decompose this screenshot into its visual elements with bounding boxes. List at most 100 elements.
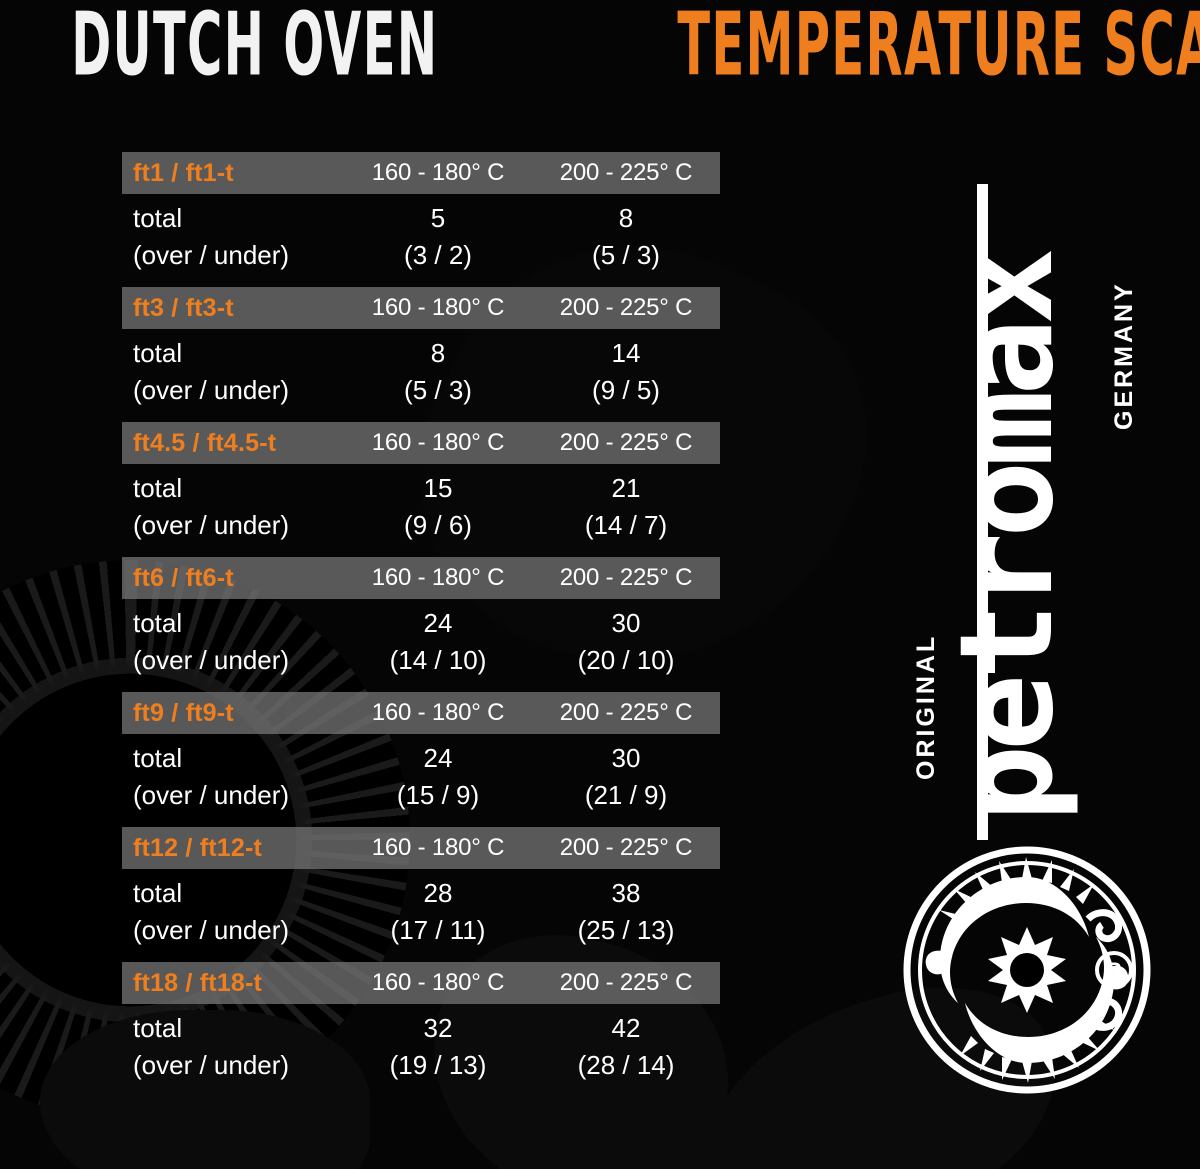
table-row-group: ft18 / ft18-t 160 - 180° C 200 - 225° C tot… [122,962,720,1097]
over-under-value: (19 / 13) [389,1050,487,1080]
over-under-value: (20 / 10) [577,645,675,675]
label-over-under: (over / under) [133,510,290,540]
logo-flagpole [977,184,988,840]
total-value: 14 [611,338,641,368]
value-column-1: 32 (19 / 13) [344,1010,532,1084]
total-value: 5 [430,203,446,233]
label-total: total [133,608,183,638]
total-value: 30 [611,743,641,773]
table-row-group: ft12 / ft12-t 160 - 180° C 200 - 225° C tot… [122,827,720,962]
label-over-under: (over / under) [133,915,290,945]
petromax-logo: petromax GERMANY ORIGINAL [880,140,1180,840]
brand-original-label: ORIGINAL [912,633,940,780]
total-value: 15 [423,473,453,503]
table-row-body: total (over / under) 5 (3 / 2) 8 (5 / 3) [122,194,720,274]
label-total: total [133,1013,183,1043]
table-row-header: ft4.5 / ft4.5-t 160 - 180° C 200 - 225° C [122,422,720,464]
label-total: total [133,878,183,908]
label-over-under: (over / under) [133,1050,290,1080]
label-over-under: (over / under) [133,375,290,405]
total-value: 21 [611,473,641,503]
temperature-range-1: 160 - 180° C [371,699,505,726]
value-column-2: 38 (25 / 13) [532,875,720,949]
label-total: total [133,338,183,368]
value-column-1: 8 (5 / 3) [344,335,532,409]
row-labels: total (over / under) [122,335,344,409]
label-over-under: (over / under) [133,240,290,270]
background-blob [40,1010,370,1169]
temperature-range-1: 160 - 180° C [371,564,505,591]
over-under-value: (21 / 9) [584,780,668,810]
row-labels: total (over / under) [122,470,344,544]
over-under-value: (9 / 5) [592,375,660,405]
value-column-1: 28 (17 / 11) [344,875,532,949]
row-labels: total (over / under) [122,605,344,679]
table-row-header: ft18 / ft18-t 160 - 180° C 200 - 225° C [122,962,720,1004]
emblem-p-letter: P [1107,958,1122,983]
over-under-value: (14 / 7) [584,510,668,540]
temperature-range-2: 200 - 225° C [559,159,693,186]
table-row-header: ft1 / ft1-t 160 - 180° C 200 - 225° C [122,152,720,194]
table-row-header: ft3 / ft3-t 160 - 180° C 200 - 225° C [122,287,720,329]
label-over-under: (over / under) [133,780,290,810]
model-label: ft4.5 / ft4.5-t [133,428,277,457]
temperature-range-1: 160 - 180° C [371,159,505,186]
row-labels: total (over / under) [122,200,344,274]
temperature-range-1: 160 - 180° C [371,429,505,456]
table-row-header: ft9 / ft9-t 160 - 180° C 200 - 225° C [122,692,720,734]
temperature-range-2: 200 - 225° C [559,429,693,456]
temperature-range-2: 200 - 225° C [559,699,693,726]
row-labels: total (over / under) [122,740,344,814]
over-under-value: (28 / 14) [577,1050,675,1080]
label-total: total [133,743,183,773]
table-row-header: ft12 / ft12-t 160 - 180° C 200 - 225° C [122,827,720,869]
emblem-sun-core [1010,953,1044,987]
label-over-under: (over / under) [133,645,290,675]
total-value: 8 [618,203,634,233]
value-column-2: 21 (14 / 7) [532,470,720,544]
emblem-mane-upper [939,857,1094,921]
title-space [517,1,553,88]
value-column-1: 24 (15 / 9) [344,740,532,814]
temperature-range-1: 160 - 180° C [371,969,505,996]
brand-germany-label: GERMANY [1110,281,1138,430]
over-under-value: (25 / 13) [577,915,675,945]
petromax-wordmark: petromax [933,253,1082,823]
value-column-2: 30 (21 / 9) [532,740,720,814]
total-value: 28 [423,878,453,908]
over-under-value: (15 / 9) [396,780,480,810]
value-column-2: 30 (20 / 10) [532,605,720,679]
table-row-body: total (over / under) 32 (19 / 13) 42 (28 / 14… [122,1004,720,1084]
emblem-p-mark: P [1095,951,1133,989]
table-row-header: ft6 / ft6-t 160 - 180° C 200 - 225° C [122,557,720,599]
value-column-1: 24 (14 / 10) [344,605,532,679]
over-under-value: (17 / 11) [390,915,486,945]
table-row-group: ft4.5 / ft4.5-t 160 - 180° C 200 - 225° C t… [122,422,720,557]
temperature-range-2: 200 - 225° C [559,294,693,321]
total-value: 24 [423,608,453,638]
total-value: 24 [423,743,453,773]
over-under-value: (3 / 2) [404,240,472,270]
model-label: ft6 / ft6-t [133,563,234,592]
over-under-value: (9 / 6) [404,510,472,540]
over-under-value: (5 / 3) [592,240,660,270]
over-under-value: (5 / 3) [404,375,472,405]
total-value: 32 [423,1013,453,1043]
temperature-range-2: 200 - 225° C [559,969,693,996]
temperature-table: ft1 / ft1-t 160 - 180° C 200 - 225° C total… [122,152,720,1097]
value-column-2: 42 (28 / 14) [532,1010,720,1084]
table-row-group: ft9 / ft9-t 160 - 180° C 200 - 225° C total… [122,692,720,827]
table-row-body: total (over / under) 8 (5 / 3) 14 (9 / 5) [122,329,720,409]
temperature-range-1: 160 - 180° C [371,294,505,321]
table-row-body: total (over / under) 28 (17 / 11) 38 (25 / 13… [122,869,720,949]
table-row-body: total (over / under) 24 (15 / 9) 30 (21 / 9) [122,734,720,814]
emblem-dragon [925,857,1129,1083]
model-label: ft1 / ft1-t [133,158,234,187]
value-column-1: 5 (3 / 2) [344,200,532,274]
value-column-2: 14 (9 / 5) [532,335,720,409]
emblem-spirals [1085,909,1123,1031]
row-labels: total (over / under) [122,1010,344,1084]
temperature-range-2: 200 - 225° C [559,834,693,861]
petromax-dragon-emblem: P [902,845,1152,1095]
model-label: ft18 / ft18-t [133,968,263,997]
